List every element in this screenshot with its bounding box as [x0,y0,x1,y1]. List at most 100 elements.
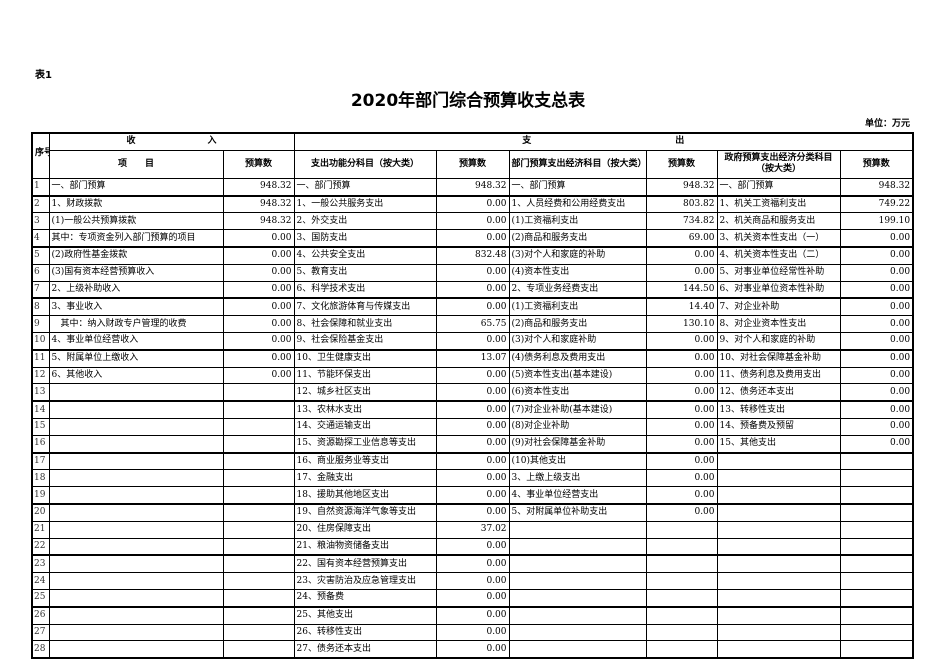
income-budget-cell [222,469,295,488]
gov-budget-cell: 0.00 [839,315,914,333]
table-row: 25 24、预备费 0.00 [31,588,914,608]
econ-budget-cell: 0.00 [645,383,718,402]
income-budget-cell: 0.00 [222,315,295,333]
header-budget: 预算数 [222,149,295,179]
func-budget-cell: 0.00 [435,486,510,505]
econ-budget-cell [645,588,718,608]
header-seq: 序号 [31,132,50,179]
seq-cell: 19 [31,486,50,505]
table-row: 22 21、粮油物资储备支出 0.00 [31,537,914,556]
func-item-cell: 7、文化旅游体育与传媒支出 [293,297,437,317]
gov-budget-cell: 948.32 [839,177,914,197]
income-budget-cell [222,520,295,539]
income-budget-cell: 0.00 [222,366,295,385]
econ-budget-cell: 734.82 [645,212,718,231]
gov-budget-cell [839,588,914,608]
income-budget-cell: 0.00 [222,280,295,299]
table-row: 23 22、国有资本经营预算支出 0.00 [31,554,914,574]
econ-item-cell [508,572,647,590]
econ-item-cell: (4)债务利息及费用支出 [508,348,647,368]
seq-cell: 28 [31,640,50,659]
func-budget-cell: 0.00 [435,554,510,574]
table-row: 20 19、自然资源海洋气象等支出 0.00 5、对附属单位补助支出 0.00 [31,502,914,522]
econ-budget-cell: 0.00 [645,400,718,419]
econ-item-cell: (3)对个人和家庭补助 [508,331,647,351]
func-budget-cell: 13.07 [435,348,510,368]
econ-budget-cell: 948.32 [645,177,718,197]
income-budget-cell: 0.00 [222,331,295,351]
func-item-cell: 5、教育支出 [293,263,437,282]
func-budget-cell: 0.00 [435,640,510,659]
income-item-cell [48,588,224,608]
econ-budget-cell: 0.00 [645,263,718,282]
income-budget-cell [222,640,295,659]
gov-item-cell: 11、债务利息及费用支出 [716,366,841,385]
func-item-cell: 17、金融支出 [293,469,437,488]
econ-budget-cell [645,640,718,659]
seq-cell: 26 [31,605,50,625]
func-item-cell: 13、农林水支出 [293,400,437,419]
income-budget-cell: 948.32 [222,177,295,197]
econ-item-cell: (4)资本性支出 [508,263,647,282]
econ-item-cell: (6)资本性支出 [508,383,647,402]
income-item-cell [48,554,224,574]
econ-budget-cell: 0.00 [645,502,718,522]
seq-cell: 4 [31,229,50,248]
gov-item-cell: 4、机关资本性支出（二） [716,245,841,265]
gov-item-cell: 2、机关商品和服务支出 [716,212,841,231]
func-budget-cell: 0.00 [435,572,510,590]
func-budget-cell: 0.00 [435,502,510,522]
table-row: 9 其中：纳入财政专户管理的收费 0.00 8、社会保障和就业支出 65.75 (2)商… [31,315,914,333]
seq-cell: 3 [31,212,50,231]
income-budget-cell [222,400,295,419]
gov-budget-cell [839,572,914,590]
gov-budget-cell: 0.00 [839,263,914,282]
gov-item-cell [716,502,841,522]
gov-item-cell: 10、对社会保障基金补助 [716,348,841,368]
func-item-cell: 22、国有资本经营预算支出 [293,554,437,574]
seq-cell: 6 [31,263,50,282]
unit-label: 单位：万元 [864,119,910,129]
func-item-cell: 21、粮油物资储备支出 [293,537,437,556]
econ-budget-cell: 0.00 [645,486,718,505]
income-item-cell: 1、财政拨款 [48,194,224,214]
income-item-cell [48,400,224,419]
econ-budget-cell: 0.00 [645,434,718,454]
seq-cell: 27 [31,623,50,642]
econ-item-cell: (1)工资福利支出 [508,297,647,317]
gov-budget-cell: 0.00 [839,280,914,299]
gov-budget-cell: 749.22 [839,194,914,214]
func-item-cell: 11、节能环保支出 [293,366,437,385]
func-budget-cell: 832.48 [435,245,510,265]
func-budget-cell: 65.75 [435,315,510,333]
econ-item-cell: (5)资本性支出(基本建设) [508,366,647,385]
income-item-cell [48,520,224,539]
gov-budget-cell [839,469,914,488]
table-row: 10 4、事业单位经营收入 0.00 9、社会保险基金支出 0.00 (3)对个人和家庭补… [31,331,914,351]
func-budget-cell: 0.00 [435,229,510,248]
income-item-cell [48,434,224,454]
header-budget: 预算数 [645,149,718,179]
gov-item-cell [716,605,841,625]
income-item-cell [48,451,224,471]
econ-budget-cell: 14.40 [645,297,718,317]
gov-item-cell: 9、对个人和家庭的补助 [716,331,841,351]
econ-item-cell [508,554,647,574]
seq-cell: 17 [31,451,50,471]
func-item-cell: 19、自然资源海洋气象等支出 [293,502,437,522]
func-item-cell: 10、卫生健康支出 [293,348,437,368]
seq-cell: 21 [31,520,50,539]
func-budget-cell: 0.00 [435,605,510,625]
table-row: 28 27、债务还本支出 0.00 [31,640,914,659]
func-item-cell: 16、商业服务业等支出 [293,451,437,471]
econ-budget-cell: 69.00 [645,229,718,248]
func-budget-cell: 0.00 [435,366,510,385]
seq-cell: 22 [31,537,50,556]
func-budget-cell: 0.00 [435,537,510,556]
func-item-cell: 15、资源勘探工业信息等支出 [293,434,437,454]
seq-cell: 2 [31,194,50,214]
table-row: 26 25、其他支出 0.00 [31,605,914,625]
gov-item-cell [716,520,841,539]
income-budget-cell [222,605,295,625]
func-item-cell: 9、社会保险基金支出 [293,331,437,351]
